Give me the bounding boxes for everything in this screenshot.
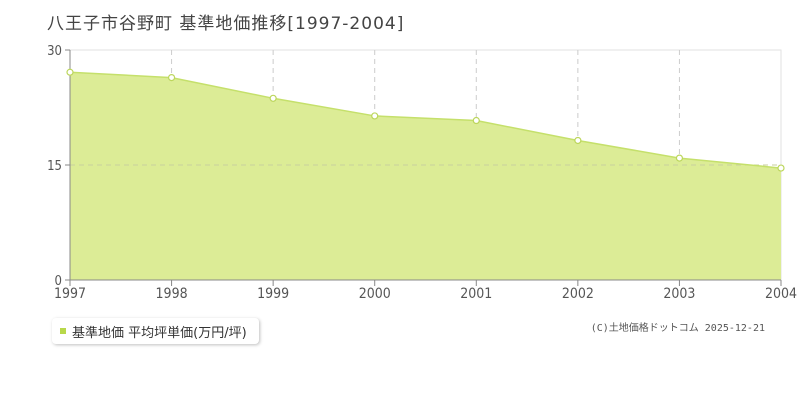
- x-tick-label: 2003: [663, 286, 695, 302]
- chart-title: 八王子市谷野町 基準地価推移[1997-2004]: [47, 14, 405, 34]
- x-tick-label: 1998: [156, 286, 188, 302]
- x-tick-label: 2002: [562, 286, 594, 302]
- x-tick-label: 2001: [460, 286, 492, 302]
- data-point: [574, 136, 582, 145]
- legend-swatch: [60, 328, 66, 334]
- legend: 基準地価 平均坪単価(万円/坪): [52, 318, 259, 344]
- copyright-text: (C)土地価格ドットコム 2025-12-21: [590, 323, 765, 334]
- x-tick-label: 2004: [765, 286, 797, 302]
- y-tick-label: 0: [55, 274, 62, 289]
- data-point: [777, 164, 785, 172]
- data-point: [167, 73, 176, 82]
- series-area: [70, 72, 781, 280]
- data-point: [66, 68, 74, 76]
- x-tick-label: 1997: [54, 286, 86, 302]
- data-point: [675, 154, 684, 162]
- data-point: [371, 112, 379, 120]
- data-point: [472, 116, 480, 125]
- x-tick-label: 2000: [359, 286, 391, 302]
- data-point: [269, 94, 277, 102]
- series-line: [69, 71, 782, 169]
- x-tick-label: 1999: [257, 286, 289, 302]
- y-tick-label: 30: [47, 44, 62, 59]
- legend-label: 基準地価 平均坪単価(万円/坪): [72, 325, 247, 341]
- y-tick-label: 15: [47, 159, 62, 174]
